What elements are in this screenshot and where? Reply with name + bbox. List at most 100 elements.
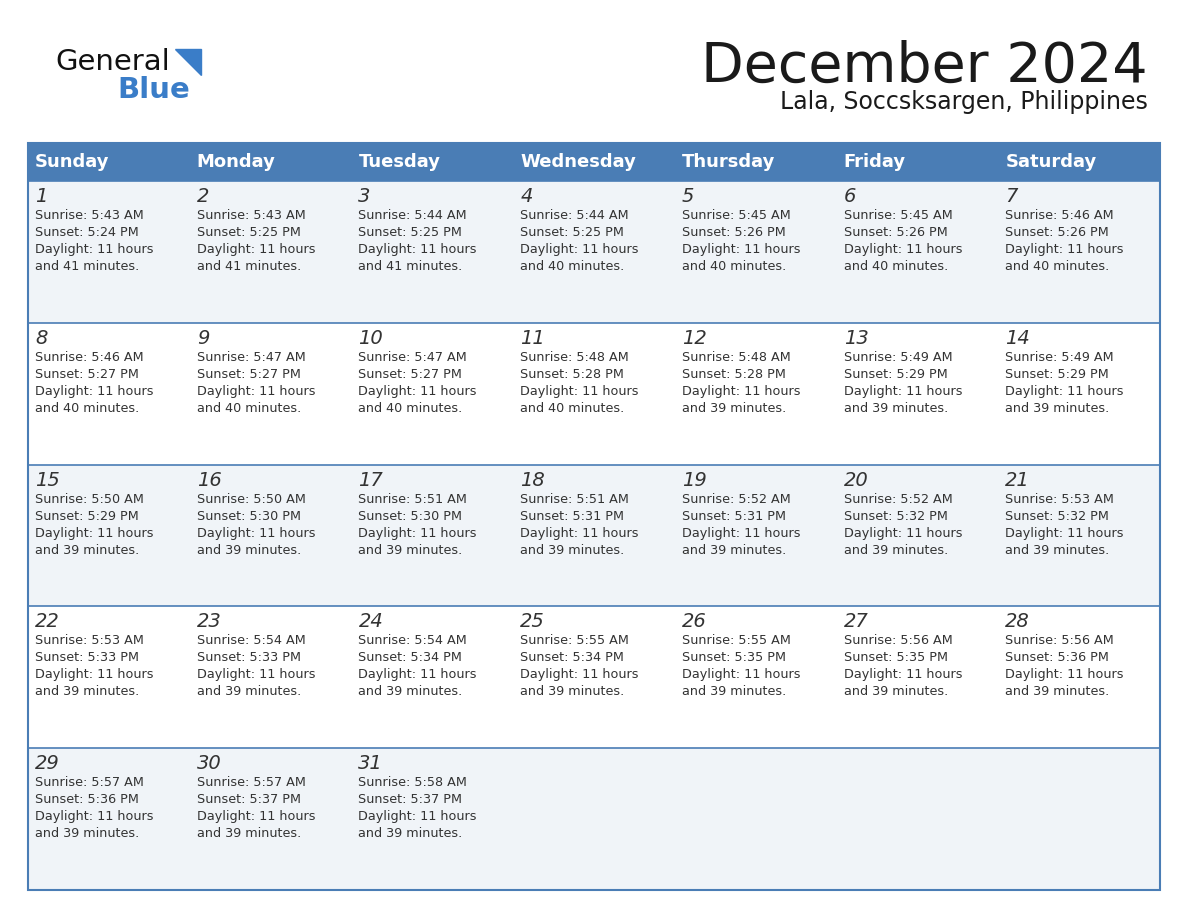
Text: Sunset: 5:30 PM: Sunset: 5:30 PM (197, 509, 301, 522)
Text: 5: 5 (682, 187, 694, 206)
Text: Sunrise: 5:45 AM: Sunrise: 5:45 AM (843, 209, 953, 222)
Text: 31: 31 (359, 755, 384, 773)
Text: Sunset: 5:33 PM: Sunset: 5:33 PM (34, 652, 139, 665)
Text: Sunrise: 5:56 AM: Sunrise: 5:56 AM (1005, 634, 1114, 647)
Text: Sunset: 5:28 PM: Sunset: 5:28 PM (520, 368, 624, 381)
Text: Daylight: 11 hours: Daylight: 11 hours (843, 668, 962, 681)
Text: Sunrise: 5:47 AM: Sunrise: 5:47 AM (359, 351, 467, 364)
Text: Daylight: 11 hours: Daylight: 11 hours (520, 527, 639, 540)
Text: 8: 8 (34, 329, 48, 348)
Text: 22: 22 (34, 612, 59, 632)
Text: Sunrise: 5:52 AM: Sunrise: 5:52 AM (682, 493, 790, 506)
Text: 18: 18 (520, 471, 545, 489)
Text: Daylight: 11 hours: Daylight: 11 hours (843, 527, 962, 540)
Text: 28: 28 (1005, 612, 1030, 632)
Text: Sunset: 5:31 PM: Sunset: 5:31 PM (520, 509, 624, 522)
Text: Sunset: 5:28 PM: Sunset: 5:28 PM (682, 368, 785, 381)
Text: Sunset: 5:26 PM: Sunset: 5:26 PM (1005, 226, 1110, 239)
Text: Daylight: 11 hours: Daylight: 11 hours (682, 527, 801, 540)
Text: Sunset: 5:26 PM: Sunset: 5:26 PM (843, 226, 947, 239)
Text: Sunset: 5:27 PM: Sunset: 5:27 PM (197, 368, 301, 381)
Bar (29, 143, 1159, 890)
Text: Sunrise: 5:46 AM: Sunrise: 5:46 AM (34, 351, 144, 364)
Text: December 2024: December 2024 (701, 40, 1148, 94)
Text: Daylight: 11 hours: Daylight: 11 hours (843, 243, 962, 256)
Text: Blue: Blue (116, 76, 190, 104)
Text: Sunrise: 5:50 AM: Sunrise: 5:50 AM (197, 493, 305, 506)
Text: 3: 3 (359, 187, 371, 206)
Text: and 39 minutes.: and 39 minutes. (197, 827, 301, 840)
Text: 27: 27 (843, 612, 868, 632)
Text: Thursday: Thursday (682, 153, 776, 171)
Text: Daylight: 11 hours: Daylight: 11 hours (359, 668, 476, 681)
Text: 2: 2 (197, 187, 209, 206)
Text: Sunrise: 5:49 AM: Sunrise: 5:49 AM (1005, 351, 1114, 364)
Text: Saturday: Saturday (1005, 153, 1097, 171)
Text: Sunrise: 5:47 AM: Sunrise: 5:47 AM (197, 351, 305, 364)
Text: Daylight: 11 hours: Daylight: 11 hours (197, 385, 315, 397)
Text: Sunset: 5:24 PM: Sunset: 5:24 PM (34, 226, 139, 239)
Text: 26: 26 (682, 612, 707, 632)
Text: and 40 minutes.: and 40 minutes. (843, 260, 948, 273)
Text: Sunset: 5:29 PM: Sunset: 5:29 PM (1005, 368, 1110, 381)
Bar (29, 181, 1159, 323)
Text: Sunset: 5:37 PM: Sunset: 5:37 PM (197, 793, 301, 806)
Text: Daylight: 11 hours: Daylight: 11 hours (34, 243, 153, 256)
Text: Sunrise: 5:46 AM: Sunrise: 5:46 AM (1005, 209, 1114, 222)
Text: and 39 minutes.: and 39 minutes. (1005, 402, 1110, 415)
Text: Daylight: 11 hours: Daylight: 11 hours (34, 527, 153, 540)
Text: and 39 minutes.: and 39 minutes. (34, 827, 139, 840)
Text: 20: 20 (843, 471, 868, 489)
Bar (29, 607, 1159, 748)
Text: Sunrise: 5:53 AM: Sunrise: 5:53 AM (1005, 493, 1114, 506)
Text: and 39 minutes.: and 39 minutes. (520, 686, 625, 699)
Text: and 40 minutes.: and 40 minutes. (682, 260, 786, 273)
Text: Sunday: Sunday (34, 153, 109, 171)
Text: Sunset: 5:29 PM: Sunset: 5:29 PM (843, 368, 947, 381)
Text: Daylight: 11 hours: Daylight: 11 hours (520, 668, 639, 681)
Text: 1: 1 (34, 187, 48, 206)
Text: 16: 16 (197, 471, 221, 489)
Text: Sunset: 5:36 PM: Sunset: 5:36 PM (1005, 652, 1110, 665)
Text: Sunrise: 5:52 AM: Sunrise: 5:52 AM (843, 493, 953, 506)
Text: Sunset: 5:27 PM: Sunset: 5:27 PM (359, 368, 462, 381)
Text: Sunset: 5:25 PM: Sunset: 5:25 PM (197, 226, 301, 239)
Text: and 39 minutes.: and 39 minutes. (682, 402, 786, 415)
Text: 25: 25 (520, 612, 545, 632)
Text: Sunset: 5:34 PM: Sunset: 5:34 PM (520, 652, 624, 665)
Text: Sunrise: 5:55 AM: Sunrise: 5:55 AM (682, 634, 791, 647)
Text: and 39 minutes.: and 39 minutes. (34, 543, 139, 556)
Text: and 40 minutes.: and 40 minutes. (520, 260, 625, 273)
Text: Daylight: 11 hours: Daylight: 11 hours (359, 527, 476, 540)
Text: Sunrise: 5:53 AM: Sunrise: 5:53 AM (34, 634, 144, 647)
Text: and 39 minutes.: and 39 minutes. (34, 686, 139, 699)
Text: 24: 24 (359, 612, 384, 632)
Text: Daylight: 11 hours: Daylight: 11 hours (197, 811, 315, 823)
Text: Sunset: 5:32 PM: Sunset: 5:32 PM (843, 509, 948, 522)
Text: Daylight: 11 hours: Daylight: 11 hours (34, 668, 153, 681)
Text: 19: 19 (682, 471, 707, 489)
Text: 9: 9 (197, 329, 209, 348)
Text: Daylight: 11 hours: Daylight: 11 hours (1005, 385, 1124, 397)
Text: and 41 minutes.: and 41 minutes. (359, 260, 462, 273)
Text: Daylight: 11 hours: Daylight: 11 hours (197, 527, 315, 540)
Text: and 39 minutes.: and 39 minutes. (359, 543, 462, 556)
Text: Monday: Monday (197, 153, 276, 171)
Text: Sunset: 5:26 PM: Sunset: 5:26 PM (682, 226, 785, 239)
Text: Sunrise: 5:57 AM: Sunrise: 5:57 AM (197, 777, 305, 789)
Text: and 39 minutes.: and 39 minutes. (843, 543, 948, 556)
Text: 10: 10 (359, 329, 384, 348)
Text: Daylight: 11 hours: Daylight: 11 hours (520, 243, 639, 256)
Text: 23: 23 (197, 612, 221, 632)
Text: Daylight: 11 hours: Daylight: 11 hours (34, 385, 153, 397)
Text: 17: 17 (359, 471, 384, 489)
Text: and 39 minutes.: and 39 minutes. (682, 686, 786, 699)
Text: Daylight: 11 hours: Daylight: 11 hours (34, 811, 153, 823)
Text: Daylight: 11 hours: Daylight: 11 hours (520, 385, 639, 397)
Text: Sunrise: 5:49 AM: Sunrise: 5:49 AM (843, 351, 953, 364)
Text: and 40 minutes.: and 40 minutes. (359, 402, 462, 415)
Text: Sunrise: 5:57 AM: Sunrise: 5:57 AM (34, 777, 144, 789)
Text: Sunrise: 5:55 AM: Sunrise: 5:55 AM (520, 634, 628, 647)
Text: Sunset: 5:36 PM: Sunset: 5:36 PM (34, 793, 139, 806)
Text: and 40 minutes.: and 40 minutes. (197, 402, 301, 415)
